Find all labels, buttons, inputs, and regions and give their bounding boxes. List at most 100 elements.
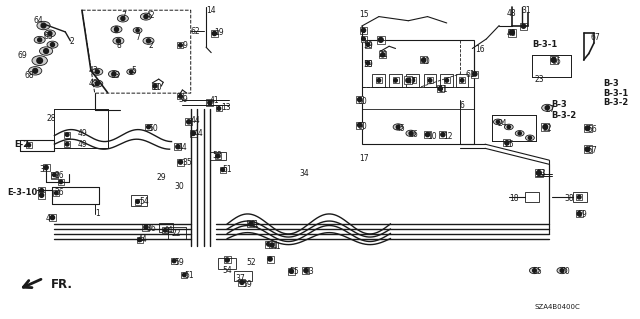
Bar — [440, 74, 453, 87]
Text: 52: 52 — [246, 258, 256, 267]
Circle shape — [147, 125, 150, 129]
Bar — [175, 143, 181, 150]
Ellipse shape — [111, 26, 122, 33]
Circle shape — [518, 132, 522, 135]
Text: 58: 58 — [212, 151, 222, 160]
Circle shape — [136, 200, 140, 204]
Circle shape — [27, 143, 31, 147]
Circle shape — [358, 97, 362, 102]
Circle shape — [522, 24, 525, 28]
Bar — [266, 241, 272, 248]
Circle shape — [40, 189, 44, 193]
Text: 5: 5 — [131, 66, 136, 75]
Text: 17: 17 — [360, 154, 369, 163]
Bar — [181, 272, 188, 278]
Text: 57: 57 — [588, 146, 597, 155]
Ellipse shape — [515, 130, 524, 136]
Text: 69: 69 — [18, 51, 28, 60]
Text: 49: 49 — [78, 129, 88, 138]
Circle shape — [51, 43, 54, 47]
Bar — [131, 195, 147, 206]
Circle shape — [249, 222, 253, 226]
Bar — [424, 131, 431, 138]
Text: 8: 8 — [114, 26, 118, 35]
Circle shape — [95, 70, 99, 74]
Ellipse shape — [44, 30, 56, 37]
Text: 25: 25 — [504, 140, 514, 149]
Bar — [576, 210, 582, 217]
Bar — [520, 23, 527, 30]
Circle shape — [358, 123, 362, 127]
Bar — [159, 223, 173, 232]
Circle shape — [144, 225, 148, 229]
Circle shape — [48, 32, 52, 35]
Text: 26: 26 — [54, 171, 64, 180]
Circle shape — [44, 48, 49, 54]
Circle shape — [438, 86, 442, 91]
Text: 60: 60 — [357, 97, 367, 106]
Bar — [389, 74, 402, 87]
Text: 66: 66 — [552, 57, 561, 66]
Text: 16: 16 — [475, 45, 484, 54]
Text: 56: 56 — [588, 125, 597, 134]
Bar — [64, 141, 70, 147]
Bar — [152, 83, 158, 89]
Text: 42: 42 — [146, 11, 156, 20]
Bar — [64, 132, 70, 137]
Bar — [576, 194, 582, 200]
Text: 51: 51 — [184, 271, 194, 280]
Bar — [134, 199, 141, 204]
Circle shape — [95, 82, 99, 85]
Bar — [239, 279, 245, 286]
Text: 54: 54 — [223, 266, 232, 275]
Text: 7: 7 — [122, 11, 127, 20]
Text: 1: 1 — [95, 209, 99, 218]
Text: 59: 59 — [364, 60, 373, 69]
Text: 13: 13 — [221, 103, 230, 112]
Circle shape — [509, 30, 515, 35]
Text: 41: 41 — [272, 242, 282, 251]
Text: 67: 67 — [590, 33, 600, 42]
Circle shape — [144, 15, 148, 19]
Circle shape — [182, 273, 186, 277]
Text: 65: 65 — [44, 32, 53, 41]
Circle shape — [585, 147, 590, 152]
Circle shape — [406, 78, 411, 83]
Text: 64: 64 — [33, 16, 43, 25]
Bar — [472, 70, 478, 78]
Text: 45: 45 — [396, 124, 405, 133]
Ellipse shape — [127, 69, 136, 75]
Ellipse shape — [92, 80, 103, 87]
Circle shape — [536, 170, 541, 175]
Circle shape — [115, 27, 118, 31]
Bar — [303, 267, 309, 274]
Circle shape — [560, 269, 564, 272]
Ellipse shape — [406, 130, 416, 137]
Text: 36: 36 — [146, 224, 156, 233]
Circle shape — [187, 120, 191, 124]
Text: E-3-10: E-3-10 — [8, 189, 38, 197]
Bar — [440, 131, 446, 138]
Bar — [504, 139, 510, 146]
Text: 54: 54 — [140, 197, 149, 206]
Text: 8: 8 — [116, 41, 121, 50]
Circle shape — [65, 133, 69, 137]
Ellipse shape — [133, 27, 142, 33]
Text: 40: 40 — [421, 57, 431, 66]
Circle shape — [377, 78, 381, 82]
Circle shape — [289, 269, 293, 273]
Ellipse shape — [40, 47, 52, 55]
Text: 18: 18 — [509, 194, 518, 203]
Text: 41: 41 — [250, 220, 259, 229]
Bar — [51, 172, 58, 178]
Bar — [216, 106, 222, 111]
Text: 41: 41 — [210, 96, 220, 105]
Bar — [177, 42, 184, 48]
Text: 31: 31 — [522, 6, 531, 15]
Circle shape — [129, 70, 133, 73]
Bar — [410, 78, 416, 83]
Text: 27: 27 — [545, 105, 555, 114]
Circle shape — [428, 78, 432, 82]
Text: 47: 47 — [406, 77, 416, 86]
Bar — [269, 241, 275, 249]
